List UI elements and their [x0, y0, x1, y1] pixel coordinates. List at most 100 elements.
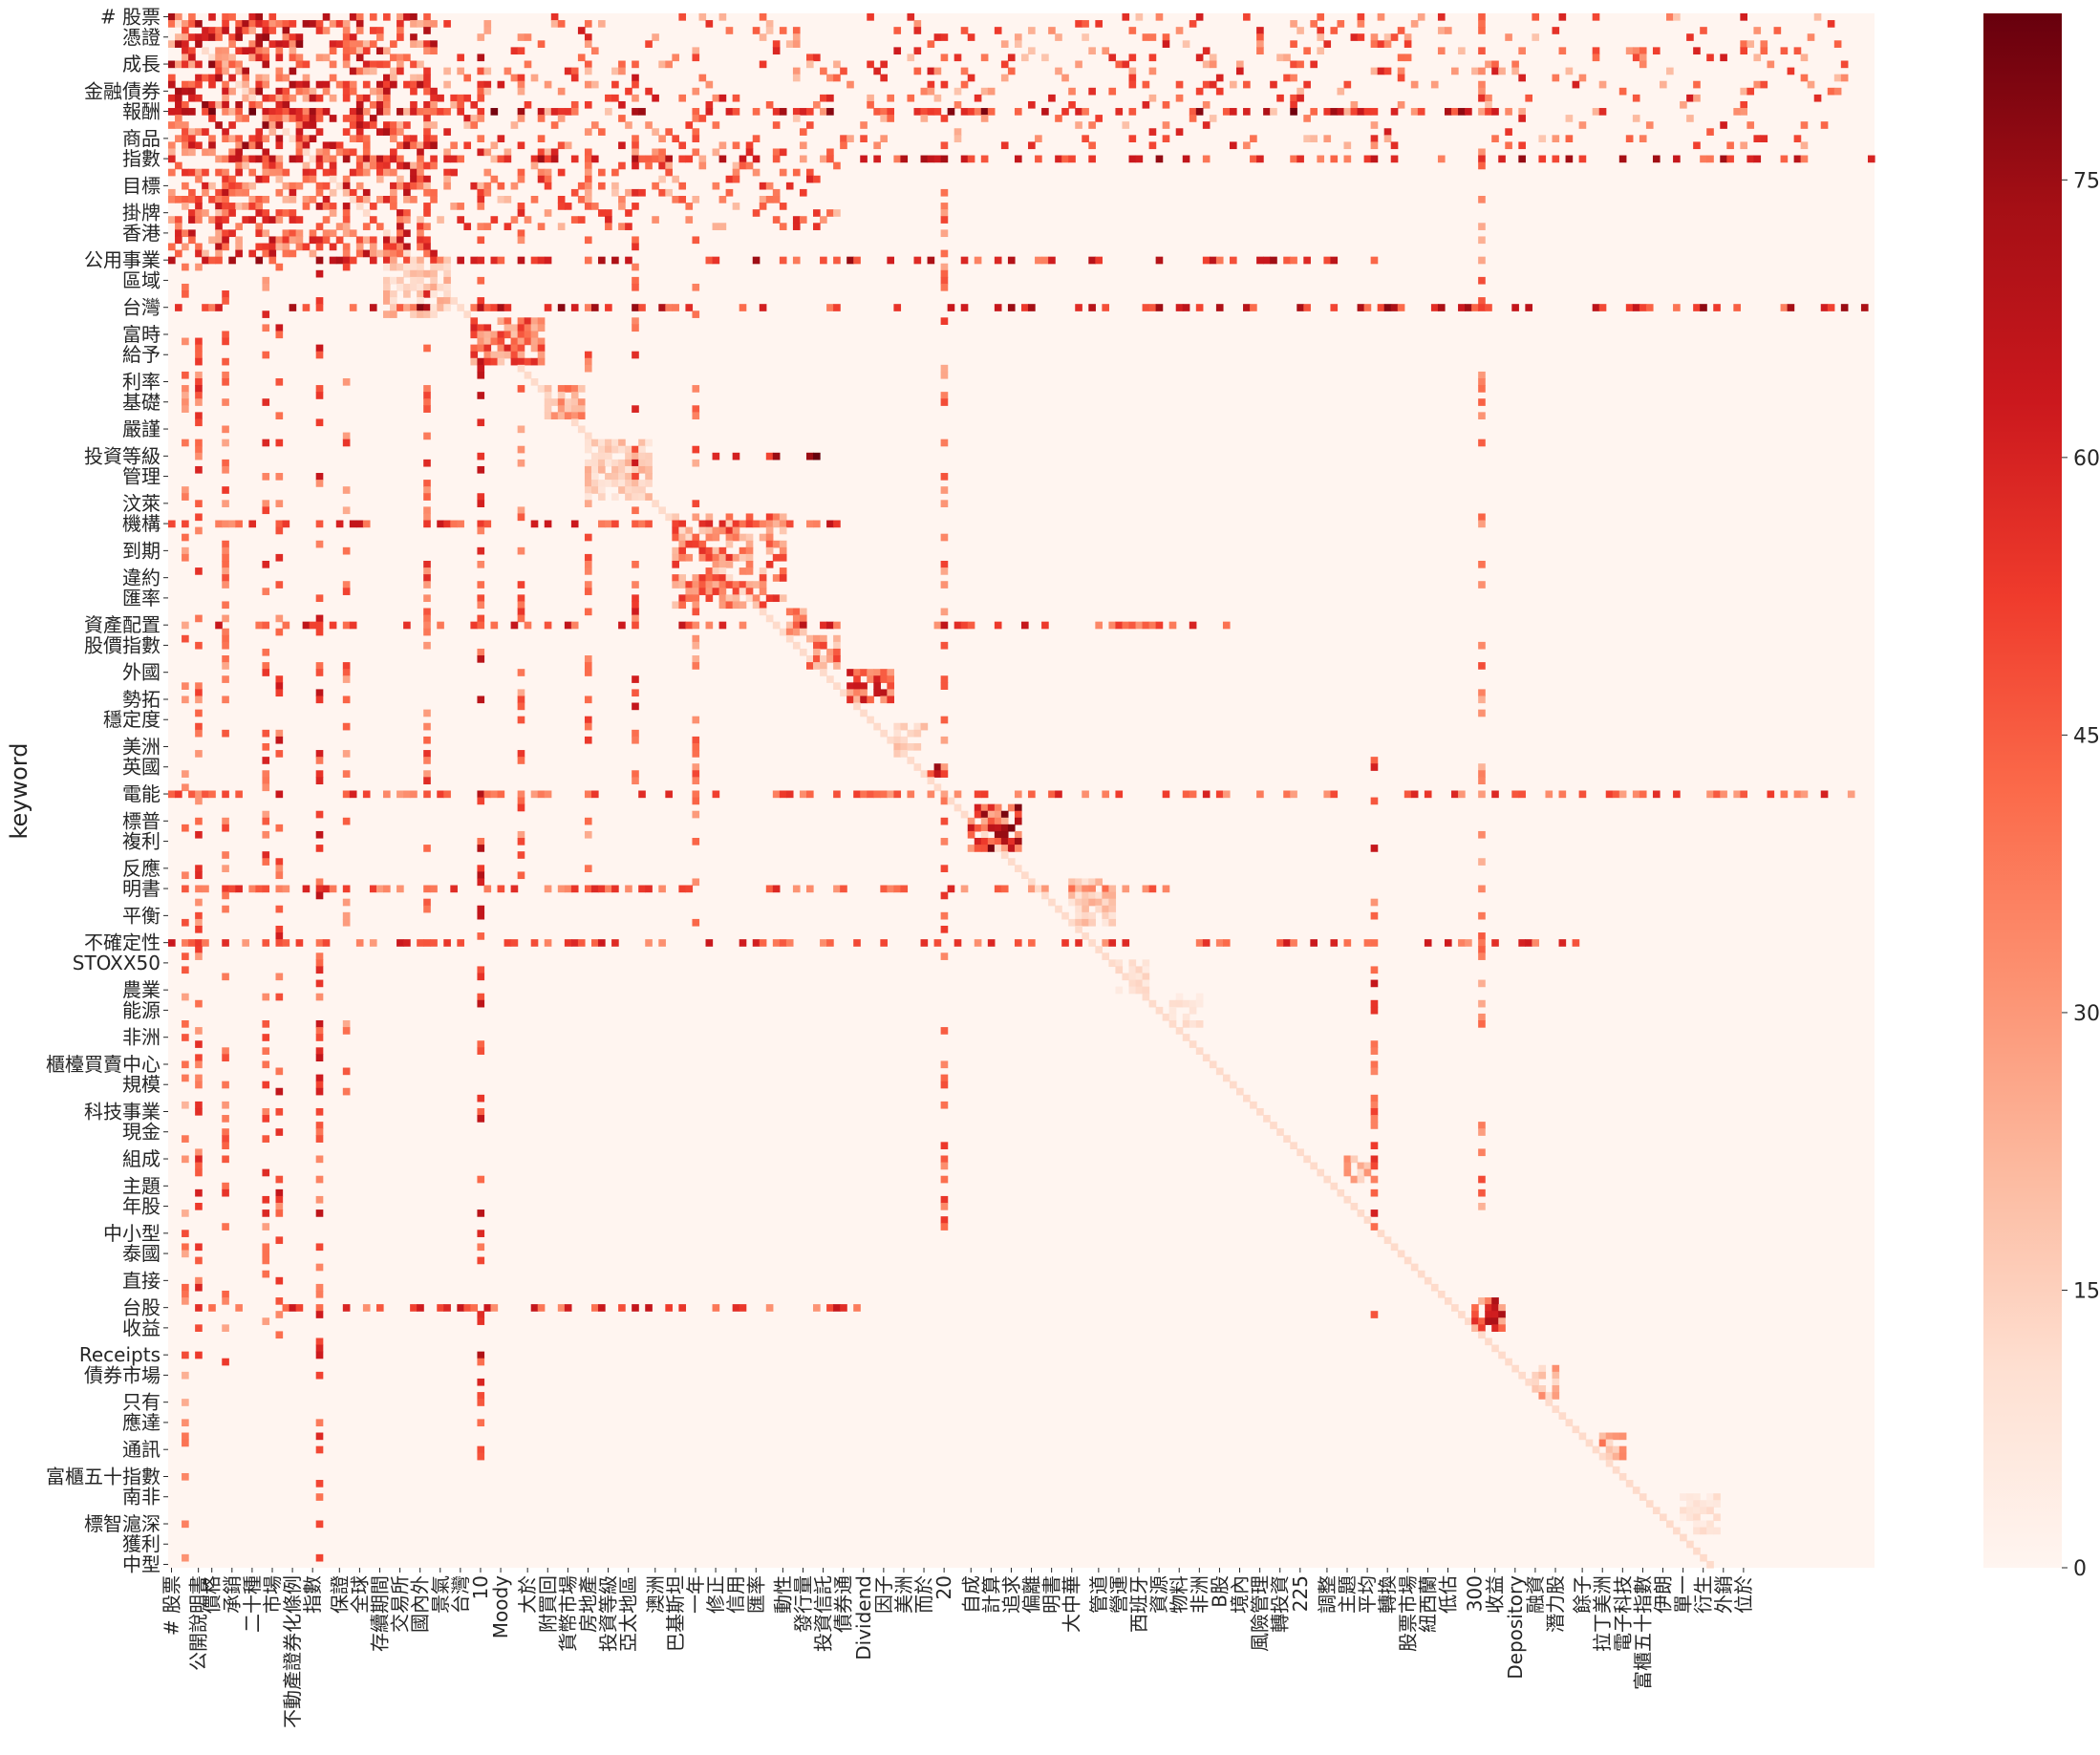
heatmap-cell — [282, 20, 290, 28]
heatmap-cell — [1807, 80, 1815, 89]
heatmap-cell — [584, 196, 592, 203]
heatmap-cell — [417, 939, 424, 947]
heatmap-cell — [517, 750, 525, 758]
heatmap-cell — [423, 203, 431, 210]
heatmap-cell — [1343, 1155, 1352, 1164]
heatmap-cell — [275, 67, 284, 75]
heatmap-cell — [222, 236, 229, 245]
heatmap-cell — [632, 506, 639, 515]
heatmap-cell — [1007, 838, 1016, 845]
heatmap-cell — [275, 925, 284, 933]
heatmap-cell — [980, 803, 989, 812]
heatmap-cell — [423, 223, 431, 230]
heatmap-cell — [423, 269, 431, 278]
heatmap-cell — [510, 47, 519, 55]
heatmap-cell — [632, 777, 639, 785]
heatmap-cell — [605, 223, 612, 230]
heatmap-cell — [1478, 662, 1486, 670]
heatmap-cell — [208, 141, 216, 150]
heatmap-cell — [980, 845, 989, 852]
heatmap-cell — [477, 797, 485, 805]
heatmap-cell — [698, 155, 707, 163]
heatmap-cell — [570, 520, 579, 528]
heatmap-cell — [255, 223, 264, 230]
heatmap-cell — [618, 1304, 626, 1312]
heatmap-cell — [1000, 141, 1009, 150]
heatmap-cell — [1478, 155, 1486, 163]
heatmap-cell — [403, 161, 411, 170]
heatmap-cell — [1820, 304, 1829, 311]
heatmap-cell — [537, 317, 546, 325]
heatmap-cell — [1478, 1188, 1486, 1197]
heatmap-cell — [517, 385, 525, 393]
heatmap-cell — [255, 196, 264, 203]
heatmap-cell — [342, 581, 351, 589]
heatmap-cell — [557, 203, 566, 210]
heatmap-cell — [1222, 621, 1231, 630]
heatmap-cell — [698, 588, 707, 595]
heatmap-cell — [322, 54, 331, 62]
heatmap-cell — [1478, 932, 1486, 940]
heatmap-cell — [1048, 27, 1056, 34]
heatmap-cell — [275, 20, 284, 28]
heatmap-cell — [1202, 121, 1211, 129]
heatmap-cell — [1478, 196, 1486, 203]
heatmap-cell — [262, 216, 270, 224]
heatmap-cell — [315, 1107, 324, 1116]
heatmap-cell — [927, 80, 935, 89]
heatmap-cell — [1552, 1385, 1560, 1393]
heatmap-cell — [430, 20, 438, 28]
heatmap-cell — [335, 148, 344, 157]
heatmap-cell — [1095, 115, 1103, 122]
heatmap-cell — [417, 276, 424, 285]
heatmap-cell — [403, 182, 411, 190]
heatmap-cell — [355, 243, 364, 251]
heatmap-cell — [1746, 121, 1755, 129]
heatmap-cell — [940, 641, 949, 650]
heatmap-cell — [315, 878, 324, 887]
heatmap-cell — [1075, 939, 1082, 947]
heatmap-cell — [235, 790, 243, 799]
heatmap-cell — [1162, 33, 1170, 41]
heatmap-cell — [329, 155, 337, 163]
heatmap-cell — [222, 973, 229, 981]
heatmap-cell — [470, 182, 479, 190]
heatmap-cell — [1122, 621, 1130, 630]
heatmap-cell — [1108, 54, 1117, 62]
heatmap-cell — [208, 74, 216, 82]
heatmap-cell — [1128, 959, 1137, 968]
heatmap-cell — [1222, 939, 1231, 947]
heatmap-cell — [732, 175, 740, 183]
heatmap-cell — [262, 1168, 270, 1177]
heatmap-cell — [732, 1304, 740, 1312]
heatmap-cell — [437, 283, 444, 291]
heatmap-cell — [1491, 1297, 1499, 1305]
heatmap-cell — [443, 790, 451, 799]
heatmap-cell — [678, 885, 687, 893]
heatmap-cell — [228, 155, 236, 163]
heatmap-cell — [390, 67, 397, 75]
heatmap-cell — [222, 891, 229, 900]
heatmap-cell — [510, 621, 519, 630]
heatmap-cell — [557, 168, 566, 177]
heatmap-cell — [625, 121, 632, 129]
heatmap-cell — [658, 148, 666, 157]
heatmap-cell — [1276, 1128, 1284, 1136]
heatmap-cell — [524, 60, 532, 69]
heatmap-cell — [645, 1304, 653, 1312]
heatmap-cell — [342, 675, 351, 683]
heatmap-cell — [355, 115, 364, 122]
heatmap-cell — [208, 13, 216, 21]
heatmap-cell — [396, 216, 404, 224]
heatmap-cell — [725, 601, 734, 610]
heatmap-cell — [430, 161, 438, 170]
heatmap-cell — [390, 40, 397, 48]
heatmap-cell — [658, 175, 666, 183]
heatmap-cell — [470, 304, 479, 311]
heatmap-cell — [443, 297, 451, 305]
heatmap-cell — [262, 885, 270, 893]
heatmap-cell — [1236, 60, 1244, 69]
heatmap-cell — [940, 1155, 949, 1164]
heatmap-cell — [195, 1203, 203, 1210]
